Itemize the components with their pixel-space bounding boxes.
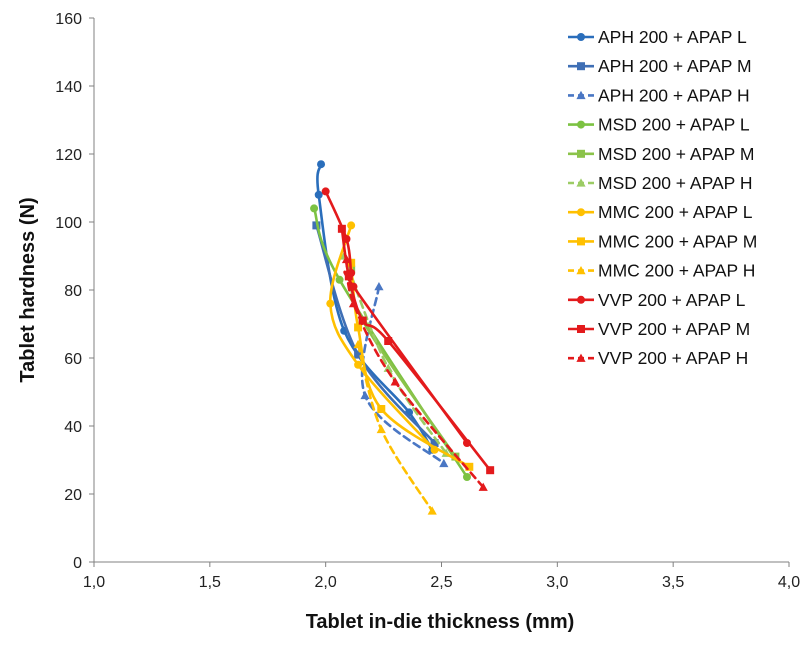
legend-item: APH 200 + APAP L [568,27,747,47]
legend-label: APH 200 + APAP M [598,56,752,76]
series-7 [326,221,439,454]
data-point [384,337,393,345]
data-point [376,424,386,434]
legend-label: MSD 200 + APAP M [598,144,754,164]
y-tick-label: 80 [64,283,82,300]
legend: APH 200 + APAP L APH 200 + APAP M APH 200 … [568,27,757,368]
data-point [335,275,344,284]
legend-item: VVP 200 + APAP M [568,319,750,339]
legend-item: APH 200 + APAP H [568,85,750,105]
data-point [430,439,439,447]
data-point [462,473,471,481]
legend-label: MSD 200 + APAP H [598,173,753,193]
data-point [321,187,330,196]
data-point [377,405,386,413]
axes: 1,0 1,5 2,0 2,5 3,0 3,5 4,0 0 20 40 60 80 100 120 140 1… [55,11,800,591]
data-point [374,282,384,291]
x-tick-label: 1,5 [199,574,221,591]
data-point [337,224,346,233]
series-12 [341,254,488,491]
y-tick-label: 0 [73,555,82,572]
y-axis-title: Tablet hardness (N) [17,197,39,382]
legend-swatch-marker [577,62,585,71]
data-point [341,254,352,264]
legend-item: VVP 200 + APAP L [568,290,746,310]
data-point [383,363,393,372]
data-point [314,190,323,199]
x-tick-label: 1,0 [83,574,105,591]
legend-swatch-marker [577,208,585,217]
x-tick-label: 3,5 [662,574,684,591]
y-tick-label: 160 [55,11,82,28]
data-point [326,299,335,308]
legend-item: APH 200 + APAP M [568,56,752,76]
x-tick-label: 2,0 [315,574,337,591]
legend-item: VVP 200 + APAP H [568,348,748,368]
legend-item: MMC 200 + APAP H [568,261,755,281]
legend-label: VVP 200 + APAP M [598,319,750,339]
legend-swatch-marker [577,149,585,158]
legend-swatch-marker [576,353,586,362]
legend-swatch-marker [576,90,586,100]
data-point [439,458,449,468]
data-point [310,204,319,213]
data-point [486,466,495,475]
y-tick-label: 20 [64,487,82,504]
data-point [390,377,400,386]
legend-label: APH 200 + APAP L [598,27,747,47]
data-point [317,160,326,169]
y-tick-label: 100 [55,215,82,232]
series-9 [353,339,437,515]
y-tick-label: 120 [55,147,82,164]
legend-swatch-marker [577,325,585,333]
legend-swatch-marker [576,266,586,275]
legend-label: VVP 200 + APAP H [598,348,748,368]
legend-label: MSD 200 + APAP L [598,115,750,135]
data-point [354,360,363,369]
legend-label: MMC 200 + APAP H [598,261,755,281]
data-point [354,323,363,332]
y-tick-label: 60 [64,351,82,368]
legend-swatch-marker [577,237,585,246]
series-line [328,224,436,452]
legend-swatch-marker [577,120,585,129]
data-point [360,390,370,400]
data-point [427,506,437,515]
legend-item: MSD 200 + APAP H [568,173,753,193]
legend-swatch-marker [576,178,586,187]
data-point [348,299,359,308]
y-tick-label: 40 [64,419,82,436]
data-point [353,339,363,349]
series-line [345,258,485,489]
x-tick-label: 4,0 [778,574,800,591]
data-point [354,350,363,359]
data-point [478,482,488,491]
legend-swatch-marker [577,33,585,41]
data-point [465,462,474,471]
x-axis-title: Tablet in-die thickness (mm) [306,611,575,633]
data-point [347,221,356,230]
legend-label: MMC 200 + APAP L [598,202,753,222]
series-layer [310,160,495,515]
data-point [358,316,367,325]
legend-item: MMC 200 + APAP L [568,202,753,222]
legend-label: VVP 200 + APAP L [598,290,746,310]
y-tick-label: 140 [55,79,82,96]
legend-label: APH 200 + APAP H [598,85,750,105]
legend-label: MMC 200 + APAP M [598,231,757,251]
legend-item: MMC 200 + APAP M [568,231,757,251]
x-tick-label: 2,5 [430,574,452,591]
legend-item: MSD 200 + APAP L [568,115,750,135]
legend-item: MSD 200 + APAP M [568,144,754,164]
x-tick-label: 3,0 [546,574,568,591]
legend-swatch-marker [577,295,585,304]
data-point [344,272,353,281]
